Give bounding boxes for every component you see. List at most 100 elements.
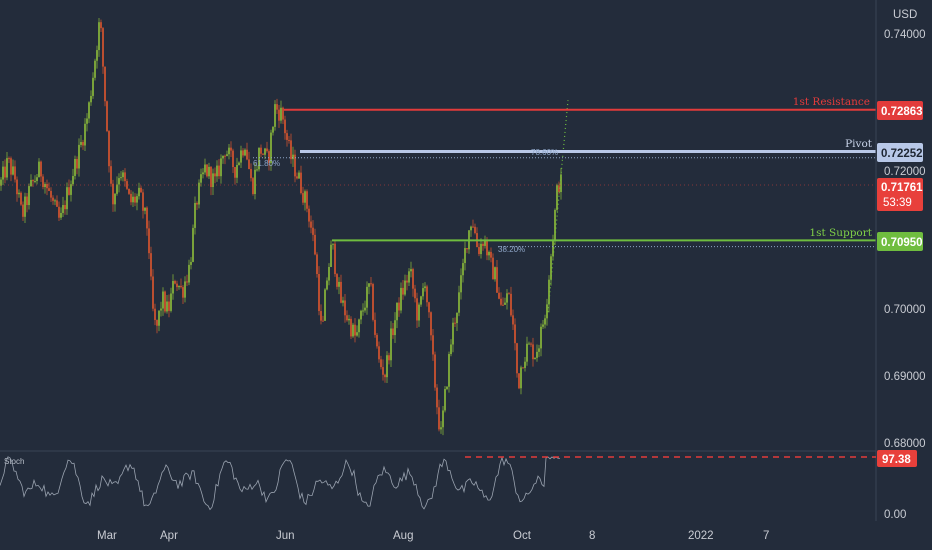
candle-body: [456, 312, 458, 324]
candle-body: [376, 334, 378, 347]
candle-body: [156, 320, 158, 326]
candle-body: [74, 159, 76, 176]
candle-body: [500, 298, 502, 305]
candle-body: [322, 320, 324, 322]
candle-body: [236, 164, 238, 178]
candle-body: [208, 166, 210, 177]
candle-body: [200, 174, 202, 183]
support-price-tag: 0.70950: [877, 232, 923, 251]
candle-body: [334, 243, 336, 275]
candle-body: [556, 185, 558, 210]
candle-body: [536, 351, 538, 358]
stoch-value-tag: 97.38: [877, 450, 917, 467]
candle-body: [226, 154, 228, 156]
candle-body: [210, 166, 212, 188]
stoch-value: 97.38: [882, 454, 911, 466]
candle-body: [116, 184, 118, 194]
candle-body: [106, 101, 108, 132]
candle-body: [218, 165, 220, 177]
candle-body: [372, 284, 374, 320]
candle-body: [364, 307, 366, 311]
candle-body: [366, 286, 368, 308]
candle-body: [452, 322, 454, 345]
candle-body: [462, 263, 464, 276]
candle-body: [126, 181, 128, 189]
candle-body: [304, 191, 306, 203]
candle-body: [258, 147, 260, 170]
stochastic-pane[interactable]: Stoch: [0, 456, 876, 511]
candle-body: [324, 289, 326, 321]
candle-body: [348, 318, 350, 321]
candle-body: [230, 147, 232, 151]
candle-body: [110, 166, 112, 184]
candle-body: [14, 166, 16, 180]
candle-body: [242, 150, 244, 156]
candle-body: [552, 239, 554, 257]
candle-body: [464, 248, 466, 264]
candle-body: [90, 95, 92, 103]
candle-body: [428, 302, 430, 313]
candle-body: [358, 319, 360, 333]
candle-body: [204, 164, 206, 173]
candle-body: [132, 196, 134, 203]
candle-body: [252, 178, 254, 195]
candle-body: [246, 149, 248, 160]
candle-body: [40, 161, 42, 177]
candle-body: [534, 357, 536, 360]
candle-body: [228, 147, 230, 155]
candle-body: [250, 168, 252, 179]
candle-body: [524, 361, 526, 368]
price-pane[interactable]: [0, 17, 876, 436]
candle-body: [190, 261, 192, 265]
candle-body: [300, 172, 302, 194]
candle-body: [328, 266, 330, 281]
candle-body: [80, 142, 82, 145]
candle-body: [338, 281, 340, 287]
candle-body: [54, 200, 56, 202]
candle-body: [62, 205, 64, 213]
candle-body: [148, 228, 150, 254]
candle-body: [78, 144, 80, 169]
candle-body: [50, 190, 52, 198]
time-tick: Mar: [97, 530, 117, 542]
candle-body: [128, 188, 130, 194]
resistance-price-tag: 0.72863: [877, 101, 923, 120]
candle-body: [408, 271, 410, 283]
candle-body: [490, 251, 492, 258]
price-tick: 0.68000: [884, 438, 926, 450]
candle-body: [514, 324, 516, 344]
candle-body: [432, 335, 434, 355]
candle-body: [212, 173, 214, 188]
candle-body: [120, 177, 122, 179]
candles-layer: [0, 17, 562, 436]
candle-body: [320, 311, 322, 321]
candle-body: [296, 176, 298, 179]
candle-body: [498, 292, 500, 299]
candle-body: [82, 142, 84, 146]
candle-body: [168, 301, 170, 311]
time-tick: Aug: [393, 530, 413, 542]
candle-body: [418, 304, 420, 321]
candle-body: [6, 158, 8, 178]
candle-body: [420, 296, 422, 305]
price-axis[interactable]: USD 0.74000 0.72000 0.70000 0.69000 0.68…: [884, 9, 926, 521]
candle-body: [360, 310, 362, 320]
candle-body: [154, 308, 156, 321]
candle-body: [270, 132, 272, 163]
candle-body: [494, 267, 496, 280]
candle-body: [302, 193, 304, 203]
candle-body: [290, 140, 292, 160]
candle-body: [76, 159, 78, 169]
support-label: 1st Support: [809, 227, 872, 239]
candle-body: [396, 302, 398, 321]
candle-body: [312, 227, 314, 235]
candle-body: [510, 293, 512, 316]
candle-body: [66, 187, 68, 210]
candle-body: [94, 60, 96, 78]
candle-body: [446, 386, 448, 390]
candle-body: [184, 281, 186, 298]
candle-body: [84, 123, 86, 146]
time-tick: Jun: [276, 530, 295, 542]
time-axis[interactable]: Mar Apr Jun Aug Oct 8 2022 7: [97, 530, 769, 542]
